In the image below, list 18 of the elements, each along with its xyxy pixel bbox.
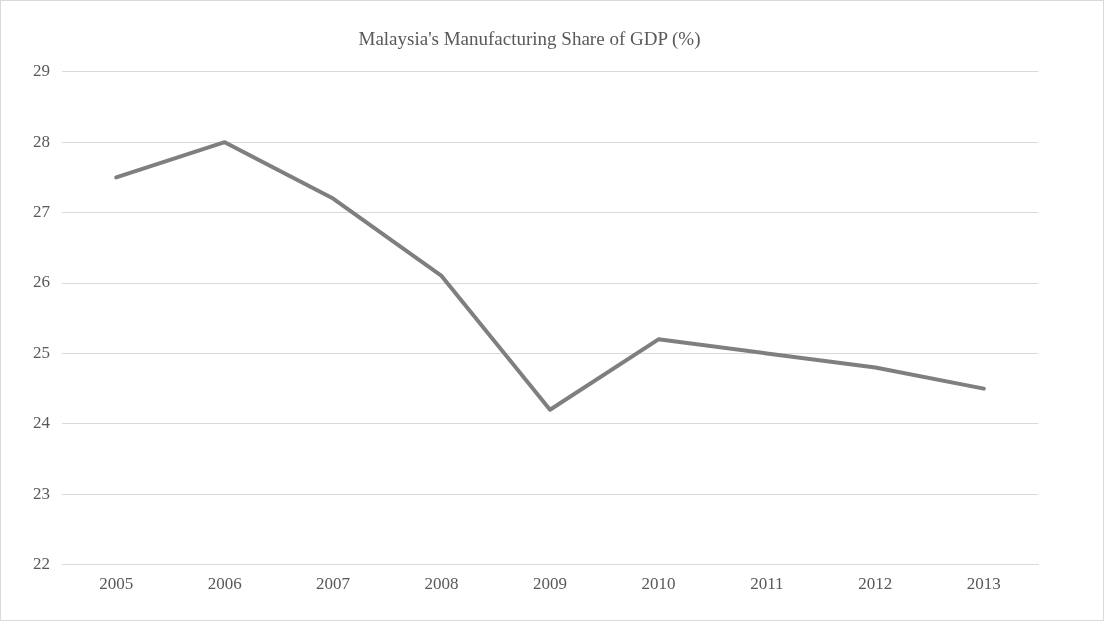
y-tick-label: 23 <box>33 483 50 503</box>
x-tick-label: 2010 <box>641 574 676 594</box>
y-tick-label: 22 <box>33 554 50 574</box>
y-tick-label: 25 <box>33 342 50 362</box>
x-tick-label: 2012 <box>858 574 893 594</box>
x-tick-label: 2013 <box>966 574 1001 594</box>
x-tick-label: 2007 <box>316 574 351 594</box>
x-tick-label: 2006 <box>207 574 242 594</box>
y-tick-label: 28 <box>33 131 50 151</box>
x-tick-label: 2009 <box>533 574 567 594</box>
y-tick-label: 27 <box>33 202 51 222</box>
x-tick-label: 2008 <box>424 574 459 594</box>
y-tick-label: 29 <box>33 61 50 81</box>
x-tick-label: 2005 <box>99 574 134 594</box>
x-tick-label: 2011 <box>750 574 784 594</box>
chart-title: Malaysia's Manufacturing Share of GDP (%) <box>358 28 701 51</box>
y-tick-label: 24 <box>33 413 51 433</box>
y-tick-label: 26 <box>33 272 50 292</box>
